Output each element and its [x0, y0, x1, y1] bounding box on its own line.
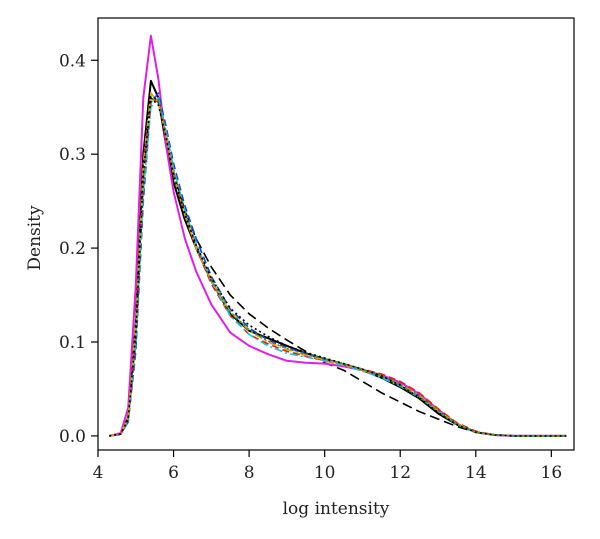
x-axis-ticks: 4 6 8 10 12 14 16	[93, 450, 563, 483]
density-series-line	[109, 92, 567, 437]
y-tick-label: 0.2	[59, 239, 86, 259]
x-tick-label: 10	[314, 463, 336, 483]
density-series-line	[109, 98, 567, 437]
x-tick-label: 4	[93, 463, 104, 483]
x-tick-label: 8	[244, 463, 255, 483]
y-axis-title: Density	[25, 205, 45, 271]
x-tick-label: 14	[465, 463, 487, 483]
x-tick-label: 16	[541, 463, 563, 483]
x-tick-label: 6	[168, 463, 179, 483]
y-tick-label: 0.0	[59, 427, 86, 447]
y-tick-label: 0.3	[59, 145, 86, 165]
x-axis-title: log intensity	[283, 499, 390, 519]
density-series-line	[109, 79, 567, 437]
series-layer	[109, 34, 567, 437]
y-axis-ticks: 0.0 0.1 0.2 0.3 0.4	[59, 51, 98, 447]
density-series-line	[109, 97, 567, 437]
density-series-line	[109, 92, 567, 437]
density-series-line	[109, 97, 567, 437]
y-tick-label: 0.1	[59, 333, 86, 353]
density-series-line	[109, 34, 567, 437]
y-tick-label: 0.4	[59, 51, 86, 71]
plot-frame	[97, 17, 575, 451]
x-tick-label: 12	[389, 463, 411, 483]
density-series-line	[109, 97, 567, 437]
density-series-line	[109, 92, 567, 437]
